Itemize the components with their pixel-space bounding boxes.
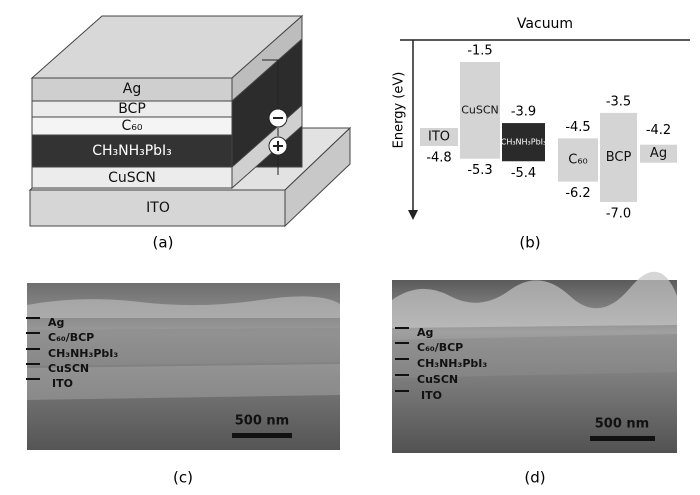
layer-label: CuSCN bbox=[417, 373, 458, 386]
sem-texture bbox=[27, 328, 340, 366]
level-value: -3.5 bbox=[606, 94, 631, 109]
layer-label: Ag bbox=[48, 316, 64, 329]
layer-label: CuSCN bbox=[48, 362, 89, 375]
sem-labels: Ag C₆₀/BCP CH₃NH₃PbI₃ CuSCN ITO bbox=[26, 316, 118, 390]
level-value: -4.2 bbox=[646, 123, 671, 138]
energy-diagram: ITO -4.8 CuSCN -1.5 -5.3 CH₃NH₃PbI₃ -3.9 -5.4 C₆… bbox=[420, 44, 677, 221]
sem-texture bbox=[27, 364, 340, 400]
caption: (b) bbox=[519, 234, 540, 252]
energy-box bbox=[640, 144, 677, 163]
material-label: ITO bbox=[428, 129, 450, 144]
level-value: -6.2 bbox=[565, 186, 590, 201]
material-label: CuSCN bbox=[461, 103, 499, 116]
caption: (a) bbox=[153, 234, 174, 252]
energy-box bbox=[600, 112, 637, 202]
layer-label: CH₃NH₃PbI₃ bbox=[48, 347, 118, 360]
level-value: -4.8 bbox=[426, 150, 451, 165]
sem-texture bbox=[27, 296, 340, 318]
layer-label: C₆₀ bbox=[122, 118, 143, 134]
energy-box bbox=[460, 62, 500, 159]
layer-label: ITO bbox=[421, 389, 442, 402]
level-value: -3.9 bbox=[511, 105, 536, 120]
layer-label: ITO bbox=[146, 200, 170, 216]
scale-bar bbox=[590, 436, 655, 441]
vacuum-label: Vacuum bbox=[517, 16, 573, 32]
material-label: Ag bbox=[650, 146, 667, 161]
layer-label: CuSCN bbox=[108, 170, 156, 186]
layer-label: Ag bbox=[123, 81, 141, 97]
layer-label: CH₃NH₃PbI₃ bbox=[92, 143, 172, 159]
level-value: -5.4 bbox=[511, 166, 536, 181]
material-label: CH₃NH₃PbI₃ bbox=[501, 138, 546, 147]
level-value: -7.0 bbox=[606, 206, 631, 221]
axis-label: Energy (eV) bbox=[392, 72, 407, 149]
energy-box bbox=[502, 123, 545, 162]
scale-label: 500 nm bbox=[235, 414, 289, 429]
energy-box bbox=[420, 127, 458, 146]
sem-labels: Ag C₆₀/BCP CH₃NH₃PbI₃ CuSCN ITO bbox=[395, 326, 487, 402]
layer-label: ITO bbox=[52, 377, 73, 390]
layer-label: CH₃NH₃PbI₃ bbox=[417, 357, 487, 370]
sem-texture bbox=[392, 271, 677, 328]
layer-label: BCP bbox=[118, 101, 146, 117]
caption: (c) bbox=[173, 469, 193, 487]
axis-arrow bbox=[408, 210, 418, 220]
level-value: -5.3 bbox=[467, 163, 492, 178]
energy-box bbox=[558, 138, 598, 182]
layer-label: Ag bbox=[417, 326, 433, 339]
material-label: C₆₀ bbox=[568, 152, 588, 167]
caption: (d) bbox=[524, 469, 545, 487]
layer-label: C₆₀/BCP bbox=[417, 341, 463, 354]
scale-label: 500 nm bbox=[595, 417, 649, 432]
level-value: -4.5 bbox=[565, 120, 590, 135]
material-label: BCP bbox=[606, 150, 632, 165]
level-value: -1.5 bbox=[467, 44, 492, 59]
scale-bar bbox=[232, 433, 292, 438]
layer-label: C₆₀/BCP bbox=[48, 331, 94, 344]
sem-texture bbox=[392, 334, 677, 378]
